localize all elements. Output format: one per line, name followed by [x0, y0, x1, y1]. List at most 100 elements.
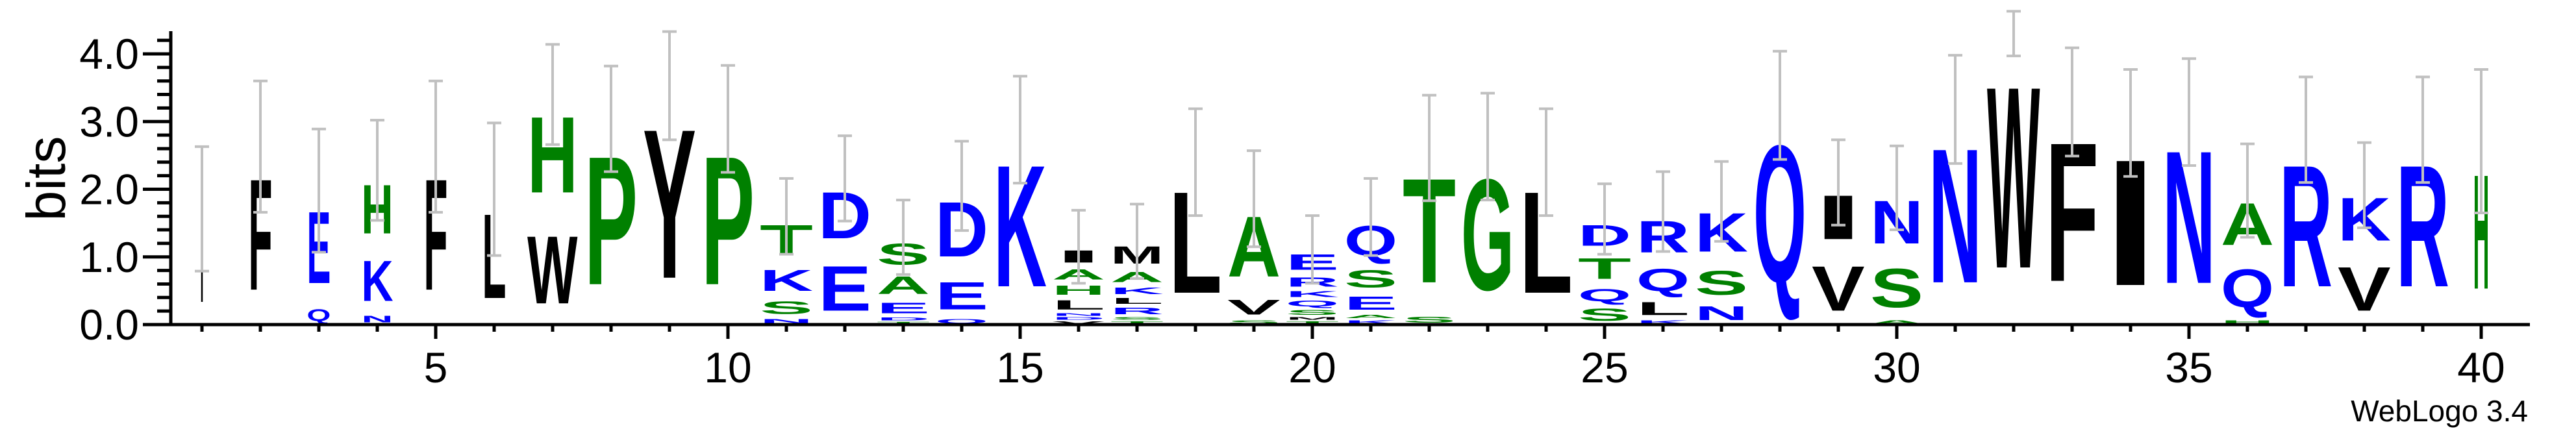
- x-tick-label: 25: [1581, 343, 1628, 391]
- error-bar: [1890, 144, 1904, 232]
- error-bar: [253, 79, 268, 214]
- x-tick-label: 20: [1288, 343, 1336, 391]
- error-bar: [2416, 75, 2430, 184]
- error-bar: [1714, 160, 1729, 243]
- x-ticks: 5 10 15 20 25 30 35 40: [200, 325, 2505, 391]
- residue-Q: Q: [1578, 286, 1631, 305]
- residue-Q: Q: [935, 317, 988, 324]
- error-bar: [1773, 49, 1787, 161]
- residue-S: S: [1695, 264, 1748, 302]
- error-bar: [1481, 92, 1495, 202]
- x-tick-label: 40: [2457, 343, 2505, 391]
- residue-M: M: [1286, 316, 1339, 320]
- residue-L: L: [1110, 296, 1164, 305]
- residue-S: S: [1227, 319, 1281, 325]
- residue-T: T: [1578, 253, 1631, 286]
- residue-T: T: [1110, 321, 1164, 325]
- residue-E: E: [877, 299, 930, 316]
- error-bar: [1247, 149, 1261, 249]
- error-bar: [1422, 93, 1436, 203]
- error-bar: [312, 127, 326, 254]
- error-bar: [896, 199, 910, 276]
- column-30: ASN: [1870, 188, 1923, 325]
- residue-N: N: [1695, 303, 1748, 325]
- y-tick-label: 1.0: [79, 233, 139, 281]
- x-tick-label: 35: [2165, 343, 2212, 391]
- error-bar: [955, 140, 969, 232]
- residue-E: E: [1344, 293, 1397, 314]
- residue-H: H: [2221, 319, 2274, 325]
- x-tick-label: 10: [704, 343, 751, 391]
- error-bar: [721, 64, 735, 174]
- y-tick-label: 0.0: [79, 301, 139, 349]
- error-bar: [2240, 142, 2255, 239]
- error-bar: [1364, 177, 1378, 257]
- residue-D: D: [1052, 317, 1105, 321]
- error-bar: [487, 121, 501, 257]
- residue-Q: Q: [2221, 258, 2274, 319]
- error-bar: [1130, 203, 1144, 280]
- residue-W: W: [1987, 33, 2040, 323]
- residue-V: V: [1052, 321, 1105, 325]
- residue-S: S: [1578, 304, 1631, 324]
- error-bar: [838, 134, 852, 223]
- residue-S: S: [1870, 257, 1923, 319]
- error-bar: [1071, 208, 1086, 285]
- residue-S: S: [1344, 266, 1397, 293]
- error-bar: [2182, 57, 2196, 167]
- residue-R: R: [1110, 306, 1164, 317]
- residue-K: K: [1636, 319, 1690, 325]
- column-17: TSRLKAM: [1110, 241, 1164, 325]
- residue-K: K: [760, 264, 813, 297]
- residue-E: E: [935, 273, 988, 317]
- error-bar: [545, 43, 560, 146]
- y-tick-label: 3.0: [79, 97, 139, 145]
- residue-L: L: [1052, 297, 1105, 312]
- column-29: VI: [1812, 182, 1865, 324]
- error-bar: [1831, 138, 1845, 227]
- residue-V: V: [1812, 253, 1865, 325]
- error-bar: [1188, 107, 1203, 217]
- residue-A: A: [1870, 319, 1923, 325]
- letter-stacks: IFQENKHFLWHPYPNSKTEDTDEASQEDKVDNLHAITSRL…: [201, 33, 2490, 325]
- residue-Q: Q: [1286, 299, 1339, 308]
- residue-K: K: [1286, 290, 1339, 299]
- residue-K: K: [361, 249, 393, 314]
- credit-label: WebLogo 3.4: [2351, 394, 2528, 428]
- residue-T: T: [877, 321, 930, 325]
- residue-H: H: [1052, 282, 1105, 297]
- error-bar: [2357, 141, 2371, 229]
- residue-S: S: [760, 297, 813, 317]
- residue-Q: Q: [1636, 263, 1690, 299]
- x-tick-label: 5: [424, 343, 448, 391]
- residue-N: N: [361, 314, 393, 325]
- residue-D: D: [877, 317, 930, 321]
- error-bar: [2007, 10, 2021, 58]
- column-32: W: [1987, 33, 2040, 323]
- residue-K: K: [1110, 286, 1164, 297]
- error-bar: [604, 64, 618, 173]
- y-ticks: 0.0 1.0 2.0 3.0 4.0: [79, 30, 171, 349]
- error-bar: [779, 177, 794, 256]
- residue-N: N: [760, 318, 813, 325]
- residue-E: E: [818, 253, 871, 325]
- residue-W: W: [527, 216, 578, 324]
- residue-K: K: [1344, 319, 1397, 325]
- y-tick-label: 4.0: [79, 30, 139, 78]
- residue-T: T: [1286, 321, 1339, 325]
- error-bar: [1597, 182, 1612, 256]
- error-bar: [1539, 107, 1553, 217]
- error-bars: [195, 10, 2488, 285]
- residue-V: V: [1227, 295, 1281, 319]
- error-bar: [2299, 75, 2313, 184]
- error-bar: [195, 145, 209, 273]
- residue-S: S: [1286, 308, 1339, 316]
- error-bar: [370, 119, 384, 222]
- error-bar: [2123, 68, 2138, 178]
- error-bar: [1948, 54, 1962, 165]
- residue-V: V: [2338, 254, 2391, 325]
- residue-S: S: [1110, 317, 1164, 321]
- x-tick-label: 30: [1873, 343, 1920, 391]
